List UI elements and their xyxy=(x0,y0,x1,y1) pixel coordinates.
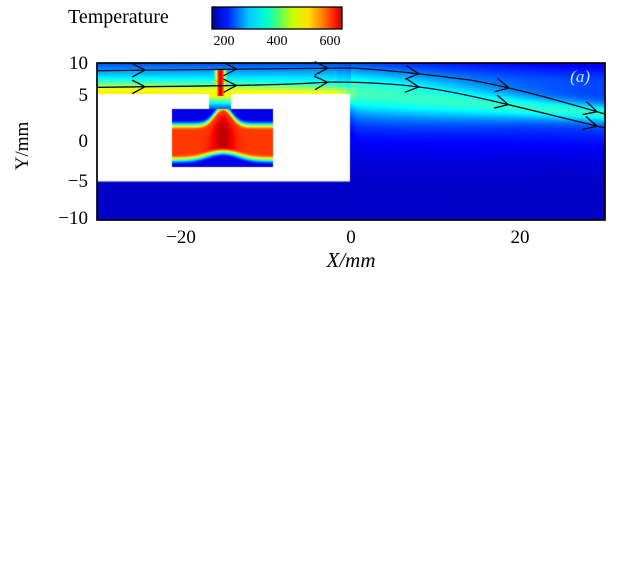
svg-text:X/mm: X/mm xyxy=(326,248,376,272)
svg-text:10: 10 xyxy=(69,53,88,74)
svg-text:(a): (a) xyxy=(570,67,590,86)
svg-text:−5: −5 xyxy=(68,171,88,192)
svg-text:5: 5 xyxy=(79,85,89,106)
svg-text:−20: −20 xyxy=(166,227,196,248)
svg-text:200: 200 xyxy=(214,34,235,49)
svg-text:400: 400 xyxy=(267,34,288,49)
svg-text:0: 0 xyxy=(346,227,356,248)
svg-text:Y/mm: Y/mm xyxy=(12,122,33,171)
svg-text:−10: −10 xyxy=(58,208,88,229)
svg-text:0: 0 xyxy=(79,131,89,152)
svg-text:Temperature: Temperature xyxy=(68,6,169,28)
svg-text:600: 600 xyxy=(320,34,341,49)
svg-text:20: 20 xyxy=(511,227,530,248)
